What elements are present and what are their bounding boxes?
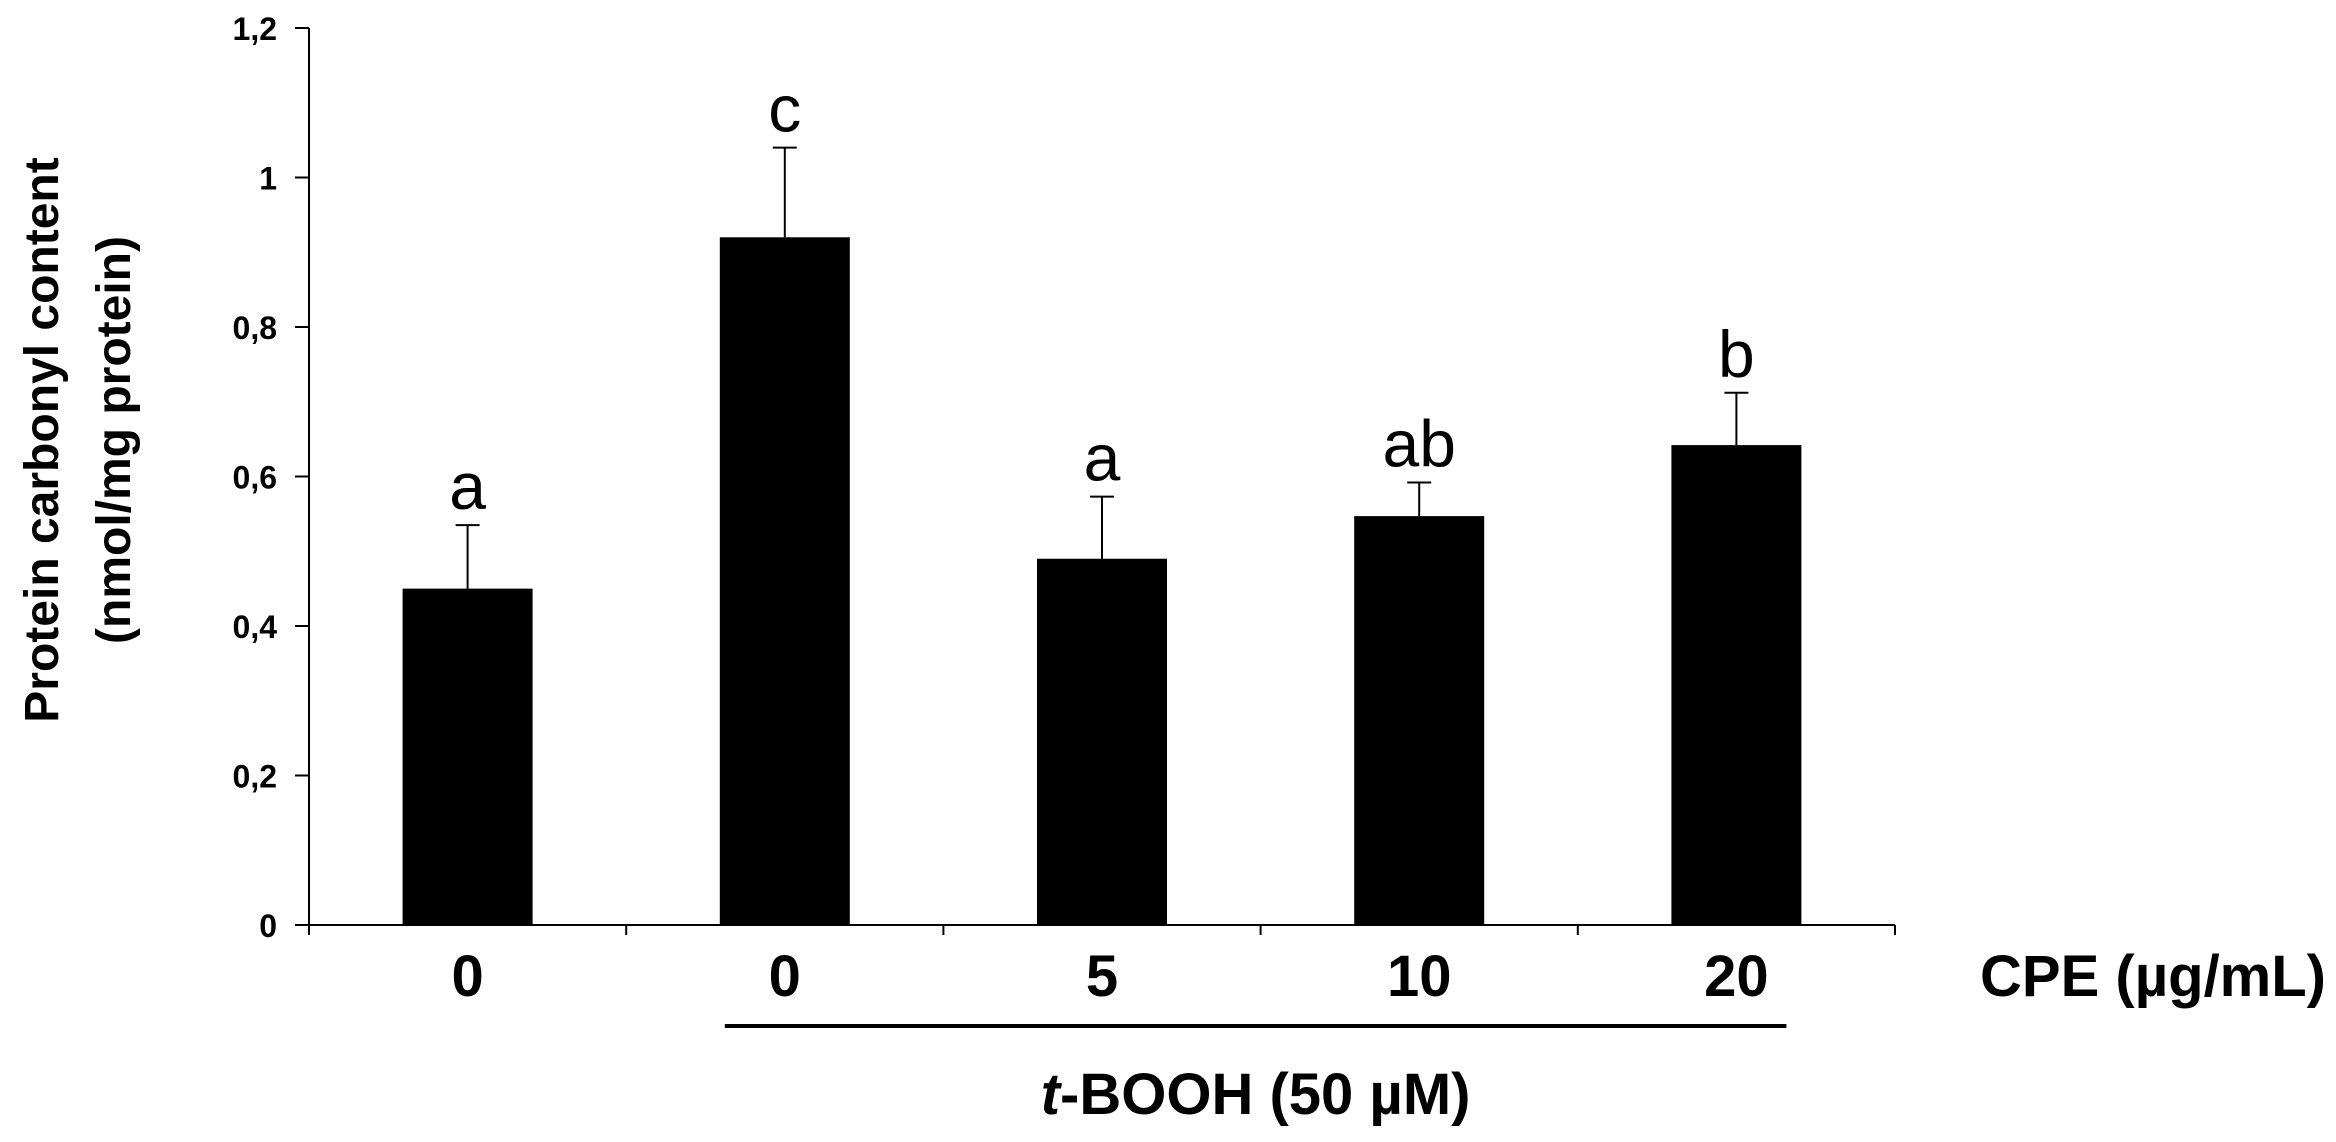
significance-letter: a (1084, 421, 1121, 495)
x-category-label: 0 (769, 944, 801, 1009)
significance-letter: c (768, 72, 801, 146)
y-axis-title-line1: Protein carbonyl content (16, 157, 69, 722)
significance-letter: a (449, 449, 486, 523)
y-axis-title: Protein carbonyl content (nmol/mg protei… (16, 157, 141, 722)
treatment-group-label: t-BOOH (50 µM) (1041, 1062, 1471, 1127)
y-tick-label: 0,6 (233, 460, 277, 496)
significance-letter: ab (1382, 406, 1455, 480)
y-axis-title-line2: (nmol/mg protein) (88, 236, 141, 644)
x-category-label: 10 (1387, 944, 1452, 1009)
x-category-label: 20 (1704, 944, 1769, 1009)
x-axis-title: CPE (µg/mL) (1980, 944, 2326, 1009)
y-tick-label: 1 (259, 161, 277, 197)
y-tick-label: 0,2 (233, 759, 277, 795)
significance-letter: b (1718, 317, 1755, 391)
y-tick-label: 0 (259, 908, 277, 944)
bar (1354, 516, 1485, 925)
bar (402, 588, 533, 925)
y-tick-label: 0,8 (233, 310, 277, 346)
treatment-group-label-suffix: -BOOH (50 µM) (1060, 1062, 1470, 1127)
x-category-label: 0 (451, 944, 483, 1009)
y-tick-label: 1,2 (233, 11, 277, 47)
x-category-label: 5 (1086, 944, 1118, 1009)
bar (1671, 445, 1802, 925)
plot-area: 0 0,2 0,4 0,6 0,8 1 1,2 a 0 c 0 a 5 ab 10 b 20 (233, 11, 1896, 1009)
bar (1037, 558, 1167, 925)
treatment-group-label-prefix: t (1041, 1062, 1063, 1127)
bar (719, 237, 850, 926)
y-tick-label: 0,4 (233, 609, 278, 645)
